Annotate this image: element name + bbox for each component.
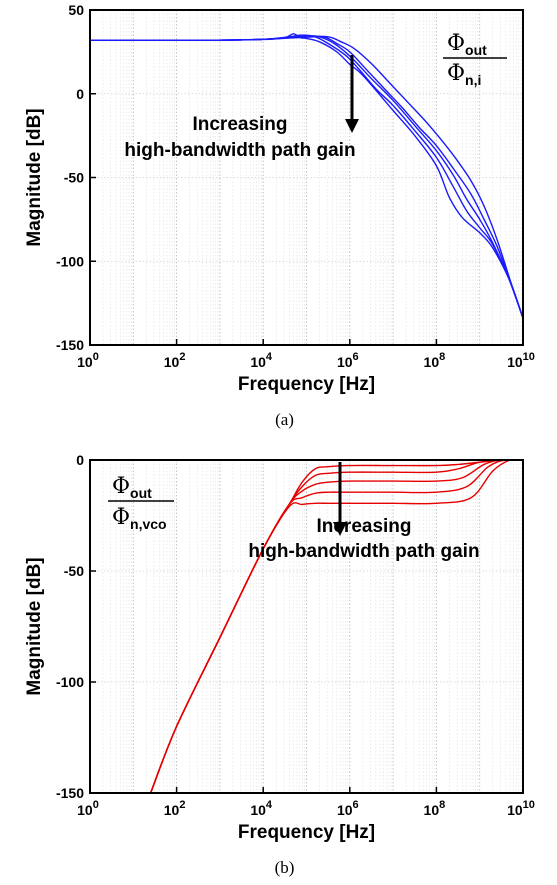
y-tick-label: -150 <box>56 785 84 801</box>
chart-a-series <box>90 33 523 319</box>
chart-b: 100 102 104 106 108 1010 0 -50 -100 -150 Frequen… <box>24 452 535 877</box>
chart-b-den-base: Φ <box>112 505 130 530</box>
chart-a: 100 102 104 106 108 1010 50 0 -50 -100 -150 Frequ… <box>24 2 535 429</box>
y-tick-label: -50 <box>64 170 84 186</box>
chart-b-x-axis-label: Frequency [Hz] <box>238 822 375 843</box>
chart-b-transfer-function-label: Φout Φn,vco <box>108 474 174 532</box>
chart-b-annotation-line1: Increasing <box>316 516 411 537</box>
x-tick-label: 1010 <box>507 351 535 370</box>
chart-a-annotation: Increasing high-bandwidth path gain <box>124 55 359 161</box>
x-tick-label: 106 <box>337 799 359 818</box>
x-tick-label: 108 <box>424 799 446 818</box>
chart-b-fraction-numerator: Φout <box>112 474 152 501</box>
x-tick-label: 108 <box>424 351 446 370</box>
chart-a-fraction-denominator: Φn,i <box>447 61 481 88</box>
chart-a-den-sub: n,i <box>465 72 481 88</box>
chart-a-annotation-line2: high-bandwidth path gain <box>124 140 355 161</box>
x-tick-label: 100 <box>77 799 99 818</box>
y-tick-label: -100 <box>56 253 84 269</box>
x-tick-label: 1010 <box>507 799 535 818</box>
chart-b-annotation: Increasing high-bandwidth path gain <box>248 462 480 562</box>
chart-b-num-sub: out <box>130 485 152 501</box>
x-tick-label: 104 <box>250 799 273 818</box>
chart-a-den-base: Φ <box>447 61 465 86</box>
x-tick-label: 102 <box>164 799 186 818</box>
chart-a-caption: (a) <box>275 410 294 429</box>
chart-b-plot-frame <box>89 459 524 794</box>
chart-b-x-tick-labels: 100 102 104 106 108 1010 <box>77 787 535 818</box>
chart-a-annotation-line1: Increasing <box>192 114 287 135</box>
chart-a-grid <box>90 10 523 345</box>
chart-a-transfer-function-label: Φout Φn,i <box>443 31 507 88</box>
y-tick-label: 50 <box>68 2 84 18</box>
chart-a-x-axis-label: Frequency [Hz] <box>238 374 375 395</box>
series-line-5 <box>149 460 523 793</box>
chart-b-series <box>149 460 523 793</box>
y-tick-label: 0 <box>76 86 84 102</box>
chart-a-arrow-head <box>345 119 359 133</box>
chart-a-y-axis-label: Magnitude [dB] <box>24 108 45 246</box>
chart-a-y-tick-labels: 50 0 -50 -100 -150 <box>56 2 96 353</box>
chart-b-y-tick-labels: 0 -50 -100 -150 <box>56 452 96 801</box>
x-tick-label: 100 <box>77 351 99 370</box>
x-tick-label: 102 <box>164 351 186 370</box>
chart-a-x-tick-labels: 100 102 104 106 108 1010 <box>77 339 535 370</box>
chart-a-num-base: Φ <box>447 31 465 56</box>
chart-a-num-sub: out <box>465 42 487 58</box>
series-line-5 <box>90 35 523 319</box>
y-tick-label: -100 <box>56 674 84 690</box>
chart-b-num-base: Φ <box>112 474 130 499</box>
chart-b-annotation-line2: high-bandwidth path gain <box>248 541 479 562</box>
chart-a-fraction-numerator: Φout <box>447 31 487 58</box>
chart-b-fraction-denominator: Φn,vco <box>112 505 167 532</box>
chart-b-grid <box>90 460 523 793</box>
chart-b-arrow-head <box>333 522 347 536</box>
y-tick-label: 0 <box>76 452 84 468</box>
chart-b-den-sub: n,vco <box>130 516 167 532</box>
chart-b-caption: (b) <box>275 858 295 877</box>
chart-b-y-axis-label: Magnitude [dB] <box>24 557 45 695</box>
x-tick-label: 106 <box>337 351 359 370</box>
y-tick-label: -50 <box>64 563 84 579</box>
y-tick-label: -150 <box>56 337 84 353</box>
x-tick-label: 104 <box>250 351 273 370</box>
